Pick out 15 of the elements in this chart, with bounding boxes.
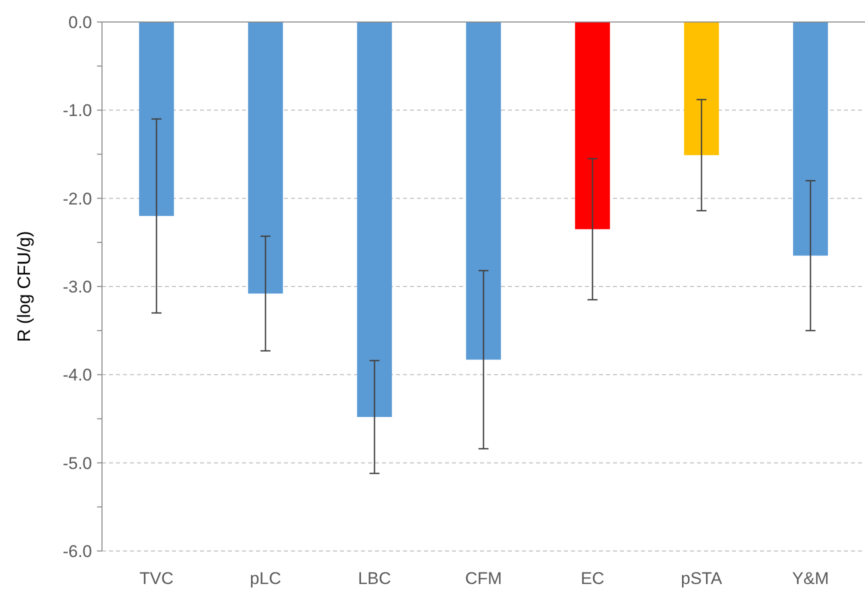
y-tick-label: -3.0 (62, 277, 92, 296)
y-tick-label: -2.0 (62, 189, 92, 208)
y-tick-label: -5.0 (62, 454, 92, 473)
y-axis-title: R (log CFU/g) (14, 230, 34, 342)
x-tick-label: LBC (358, 569, 392, 588)
x-tick-label: Y&M (792, 569, 829, 588)
y-tick-label: 0.0 (68, 12, 92, 32)
x-tick-label: pLC (250, 569, 282, 588)
x-tick-label: TVC (140, 569, 174, 588)
x-tick-label: pSTA (680, 569, 723, 588)
y-tick-label: -6.0 (62, 542, 92, 561)
x-tick-label: CFM (465, 569, 502, 588)
y-tick-label: -1.0 (62, 101, 92, 120)
y-tick-label: -4.0 (62, 366, 92, 385)
x-tick-label: EC (580, 569, 604, 588)
